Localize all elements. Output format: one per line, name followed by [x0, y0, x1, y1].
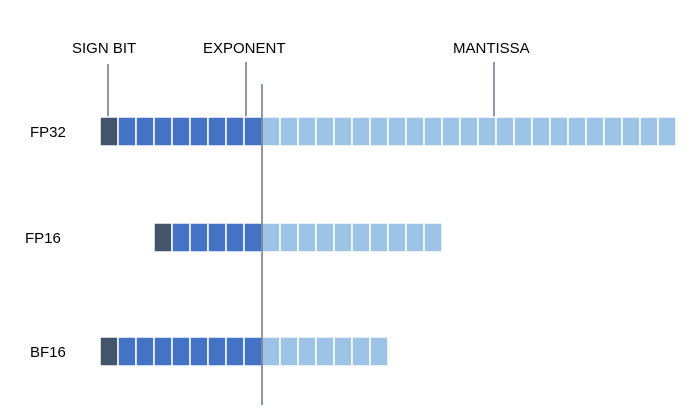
mantissa-bit-cell	[351, 116, 371, 147]
mantissa-bit-cell	[477, 116, 497, 147]
exponent-bit-cell	[135, 116, 155, 147]
mantissa-bit-cell	[333, 222, 353, 253]
mantissa-bit-cell	[279, 336, 299, 367]
mantissa-bit-cell	[639, 116, 659, 147]
exponent-bit-cell	[189, 222, 209, 253]
mantissa-bit-cell	[387, 116, 407, 147]
sign-bit-cell	[99, 336, 119, 367]
mantissa-bit-cell	[297, 116, 317, 147]
mantissa-bit-cell	[585, 116, 605, 147]
mantissa-label: MANTISSA	[453, 40, 530, 57]
exponent-bit-cell	[243, 116, 263, 147]
mantissa-bit-cell	[261, 222, 281, 253]
exponent-bit-cell	[225, 336, 245, 367]
mantissa-bit-cell	[369, 336, 389, 367]
exponent-bit-cell	[243, 222, 263, 253]
mantissa-bit-cell	[351, 336, 371, 367]
exponent-bit-cell	[171, 336, 191, 367]
exponent-bit-cell	[117, 116, 137, 147]
exponent-bit-cell	[153, 336, 173, 367]
mantissa-bit-cell	[351, 222, 371, 253]
sign-bit-cell	[153, 222, 173, 253]
mantissa-bit-cell	[261, 336, 281, 367]
mantissa-bit-cell	[333, 116, 353, 147]
mantissa-bit-cell	[423, 222, 443, 253]
exponent-bit-cell	[243, 336, 263, 367]
mantissa-bit-cell	[531, 116, 551, 147]
format-label: FP16	[25, 230, 61, 247]
format-row-bf16: BF16	[30, 336, 389, 367]
exponent-bit-cell	[153, 116, 173, 147]
mantissa-bit-cell	[369, 222, 389, 253]
mantissa-bit-cell	[333, 336, 353, 367]
mantissa-bit-cell	[369, 116, 389, 147]
mantissa-bit-cell	[441, 116, 461, 147]
exponent-bit-cell	[225, 116, 245, 147]
mantissa-bit-cell	[567, 116, 587, 147]
mantissa-bit-cell	[495, 116, 515, 147]
exponent-bit-cell	[117, 336, 137, 367]
mantissa-bit-cell	[297, 222, 317, 253]
exponent-label: EXPONENT	[203, 40, 286, 57]
mantissa-bit-cell	[279, 222, 299, 253]
format-label: BF16	[30, 344, 66, 361]
mantissa-bit-cell	[279, 116, 299, 147]
exponent-bit-cell	[225, 222, 245, 253]
mantissa-bit-cell	[513, 116, 533, 147]
mantissa-bit-cell	[315, 116, 335, 147]
exponent-bit-cell	[135, 336, 155, 367]
format-row-fp16: FP16	[25, 222, 443, 253]
mantissa-bit-cell	[405, 222, 425, 253]
exponent-bit-cell	[189, 336, 209, 367]
exponent-bit-cell	[171, 222, 191, 253]
format-row-fp32: FP32	[30, 116, 677, 147]
mantissa-bit-cell	[423, 116, 443, 147]
mantissa-bit-cell	[621, 116, 641, 147]
mantissa-bit-cell	[459, 116, 479, 147]
mantissa-bit-cell	[315, 336, 335, 367]
format-label: FP32	[30, 124, 66, 141]
exponent-bit-cell	[189, 116, 209, 147]
mantissa-bit-cell	[387, 222, 407, 253]
mantissa-bit-cell	[549, 116, 569, 147]
mantissa-bit-cell	[603, 116, 623, 147]
exponent-bit-cell	[207, 336, 227, 367]
sign-bit-label: SIGN BIT	[72, 40, 136, 57]
mantissa-bit-cell	[405, 116, 425, 147]
exponent-bit-cell	[207, 116, 227, 147]
exponent-bit-cell	[207, 222, 227, 253]
mantissa-bit-cell	[297, 336, 317, 367]
sign-bit-cell	[99, 116, 119, 147]
mantissa-bit-cell	[261, 116, 281, 147]
mantissa-bit-cell	[315, 222, 335, 253]
exponent-bit-cell	[171, 116, 191, 147]
mantissa-bit-cell	[657, 116, 677, 147]
